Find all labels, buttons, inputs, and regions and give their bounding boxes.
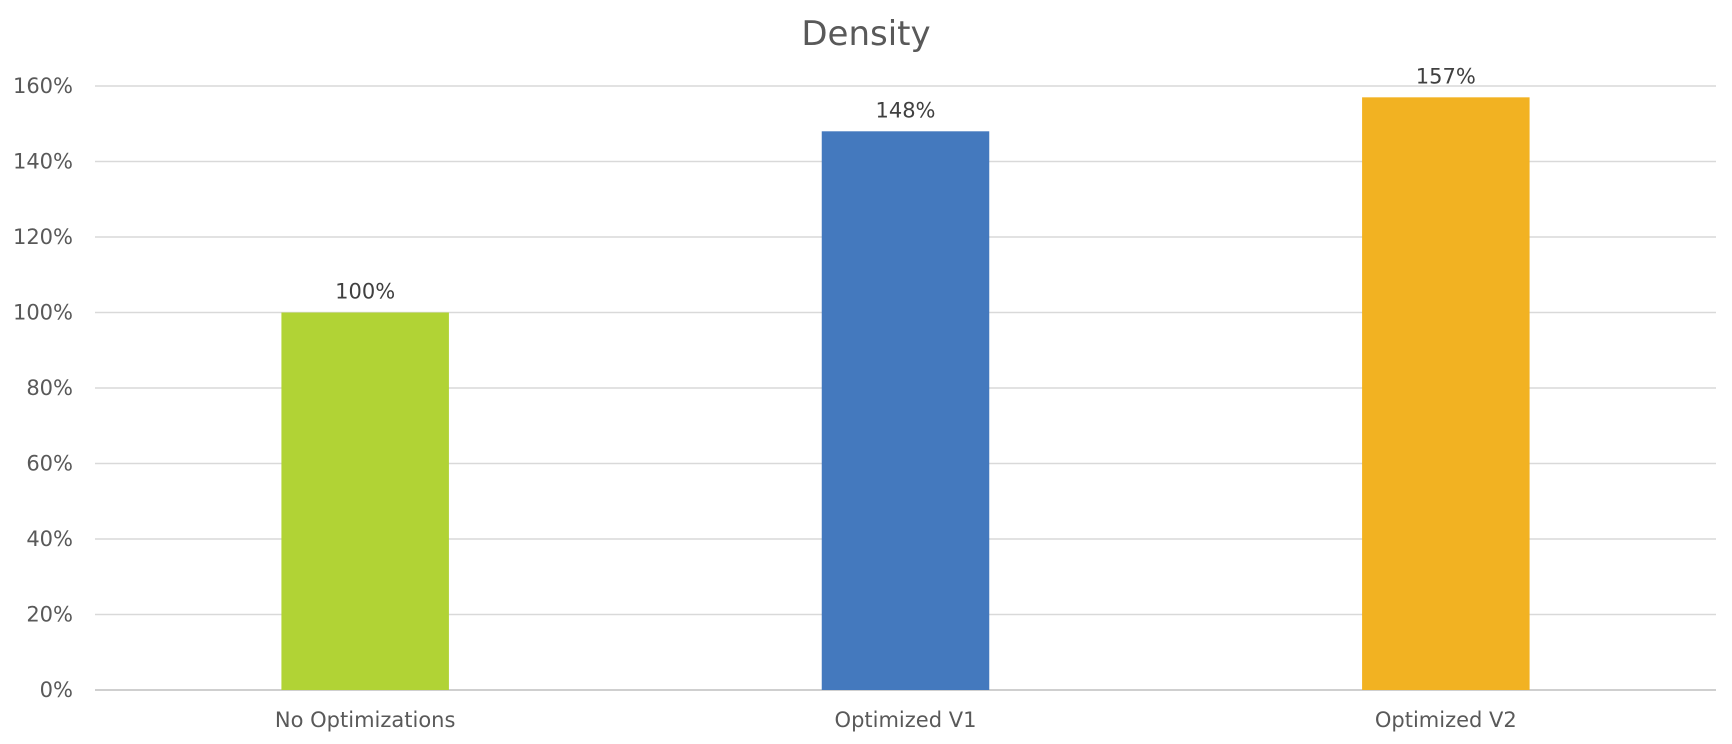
y-tick-label: 20%: [26, 603, 73, 627]
y-tick-label: 160%: [13, 74, 73, 98]
y-tick-label: 40%: [26, 527, 73, 551]
bars: [281, 97, 1530, 691]
x-category-label: Optimized V2: [1375, 708, 1517, 732]
y-tick-label: 120%: [13, 225, 73, 249]
y-tick-label: 80%: [26, 376, 73, 400]
x-category-label: Optimized V1: [835, 708, 977, 732]
x-axis-categories: No Optimizations Optimized V1 Optimized V2: [275, 708, 1517, 732]
data-label: 100%: [335, 280, 395, 304]
data-label: 157%: [1416, 64, 1476, 88]
chart-title: Density: [801, 14, 931, 54]
data-label: 148%: [875, 98, 935, 122]
y-tick-label: 0%: [40, 678, 73, 702]
data-labels: 100% 148% 157%: [335, 64, 1476, 303]
bar-optimized-v1: [821, 131, 990, 691]
y-tick-label: 140%: [13, 150, 73, 174]
bar-optimized-v2: [1362, 97, 1530, 690]
y-tick-label: 60%: [26, 452, 73, 476]
y-axis-ticks: 0% 20% 40% 60% 80% 100% 120% 140% 160%: [13, 74, 73, 702]
x-category-label: No Optimizations: [275, 708, 456, 732]
bar-no-optimizations: [281, 312, 449, 690]
y-tick-label: 100%: [13, 301, 73, 325]
